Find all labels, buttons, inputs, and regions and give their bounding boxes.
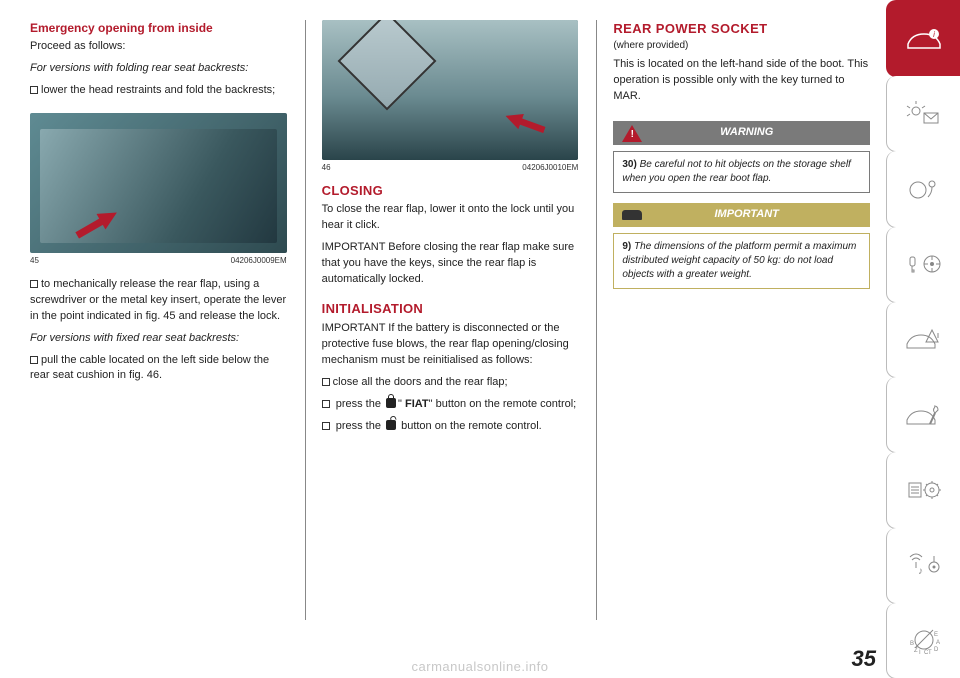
nav-key-wheel-icon[interactable] [886,227,960,303]
warning-text: Be careful not to hit objects on the sto… [622,159,850,184]
bullet-icon [30,86,38,94]
nav-car-wrench-icon[interactable] [886,377,960,453]
column-2: 46 04206J0010EM CLOSING To close the rea… [305,20,579,620]
versions-fixed: For versions with fixed rear seat backre… [30,331,287,347]
important-num: 9) [622,241,631,252]
init-text: IMPORTANT If the battery is disconnected… [322,321,579,369]
figure-45-image [30,113,287,253]
heading-rear-power: REAR POWER SOCKET [613,20,870,39]
lock-icon [386,398,396,408]
bullet-icon [30,280,38,288]
fiat-label: FIAT [405,398,429,410]
init-b2b: " [398,398,405,410]
warning-num: 30) [622,159,636,170]
nav-light-mail-icon[interactable] [886,76,960,152]
bullet-icon [30,356,38,364]
svg-text:T: T [928,650,932,655]
figure-45: 45 04206J0009EM [30,113,287,267]
figure-46-code: 04206J0010EM [522,162,578,174]
nav-manual-gear-icon[interactable] [886,452,960,528]
important-note: 9) The dimensions of the platform permit… [613,233,870,289]
important-label: IMPORTANT [651,207,870,223]
page-number: 35 [852,646,876,672]
figure-46-caption: 46 04206J0010EM [322,162,579,174]
heading-initialisation: INITIALISATION [322,300,579,319]
bullet-2-text: to mechanically release the rear flap, u… [30,278,286,322]
svg-text:A: A [936,640,940,646]
closing-important: IMPORTANT Before closing the rear flap m… [322,240,579,288]
svg-text:Z: Z [914,648,918,654]
init-b1-text: close all the doors and the rear flap; [333,376,508,388]
nav-car-warn-icon[interactable] [886,302,960,378]
svg-text:I: I [919,650,921,655]
warning-bar: WARNING [613,121,870,145]
important-text: The dimensions of the platform permit a … [622,241,856,280]
init-bullet-1: close all the doors and the rear flap; [322,375,579,391]
svg-text:E: E [934,632,938,638]
figure-45-code: 04206J0009EM [231,255,287,267]
versions-folding: For versions with folding rear seat back… [30,61,287,77]
rear-power-text: This is located on the left-hand side of… [613,57,870,105]
figure-46-image [322,20,579,160]
unlock-icon [386,420,396,430]
warning-note: 30) Be careful not to hit objects on the… [613,151,870,193]
where-provided: (where provided) [613,39,870,54]
nav-radio-nav-icon[interactable]: ♪ [886,528,960,604]
warning-label: WARNING [651,125,870,141]
bullet-3: pull the cable located on the left side … [30,353,287,385]
column-container: Emergency opening from inside Proceed as… [30,20,870,620]
manual-page: Emergency opening from inside Proceed as… [0,0,960,678]
figure-45-caption: 45 04206J0009EM [30,255,287,267]
figure-45-num: 45 [30,255,39,267]
watermark: carmanualsonline.info [412,659,549,674]
init-bullet-2: press the " FIAT" button on the remote c… [322,397,579,413]
column-1: Emergency opening from inside Proceed as… [30,20,287,620]
closing-text: To close the rear flap, lower it onto th… [322,202,579,234]
nav-alpha-icon[interactable]: ZBEADCIT [886,603,960,678]
nav-car-info-icon[interactable]: i [886,0,960,77]
init-b2d: " button on the remote control; [429,398,577,410]
bullet-3-text: pull the cable located on the left side … [30,354,269,382]
init-b3b: button on the remote control. [398,420,542,432]
figure-46-num: 46 [322,162,331,174]
init-b2a: press the [333,398,384,410]
heading-closing: CLOSING [322,182,579,201]
column-3: REAR POWER SOCKET (where provided) This … [596,20,870,620]
init-bullet-3: press the button on the remote control. [322,419,579,435]
proceed-text: Proceed as follows: [30,39,287,55]
figure-46: 46 04206J0010EM [322,20,579,174]
bullet-icon [322,378,330,386]
important-bar: IMPORTANT [613,203,870,227]
warning-triangle-icon [619,122,645,144]
important-car-icon [619,204,645,226]
bullet-icon [322,422,330,430]
svg-text:♪: ♪ [918,566,923,577]
section-icon-strip: i ♪ ZBEADCIT [886,0,960,678]
bullet-1-text: lower the head restraints and fold the b… [41,84,275,96]
nav-airbag-icon[interactable] [886,151,960,227]
bullet-icon [322,400,330,408]
figure-45-bg [40,129,277,243]
svg-text:D: D [934,647,939,653]
bullet-2: to mechanically release the rear flap, u… [30,277,287,325]
bullet-1: lower the head restraints and fold the b… [30,83,287,99]
init-b3a: press the [333,420,384,432]
heading-emergency: Emergency opening from inside [30,20,287,37]
svg-text:B: B [910,641,914,647]
svg-text:i: i [933,30,935,39]
